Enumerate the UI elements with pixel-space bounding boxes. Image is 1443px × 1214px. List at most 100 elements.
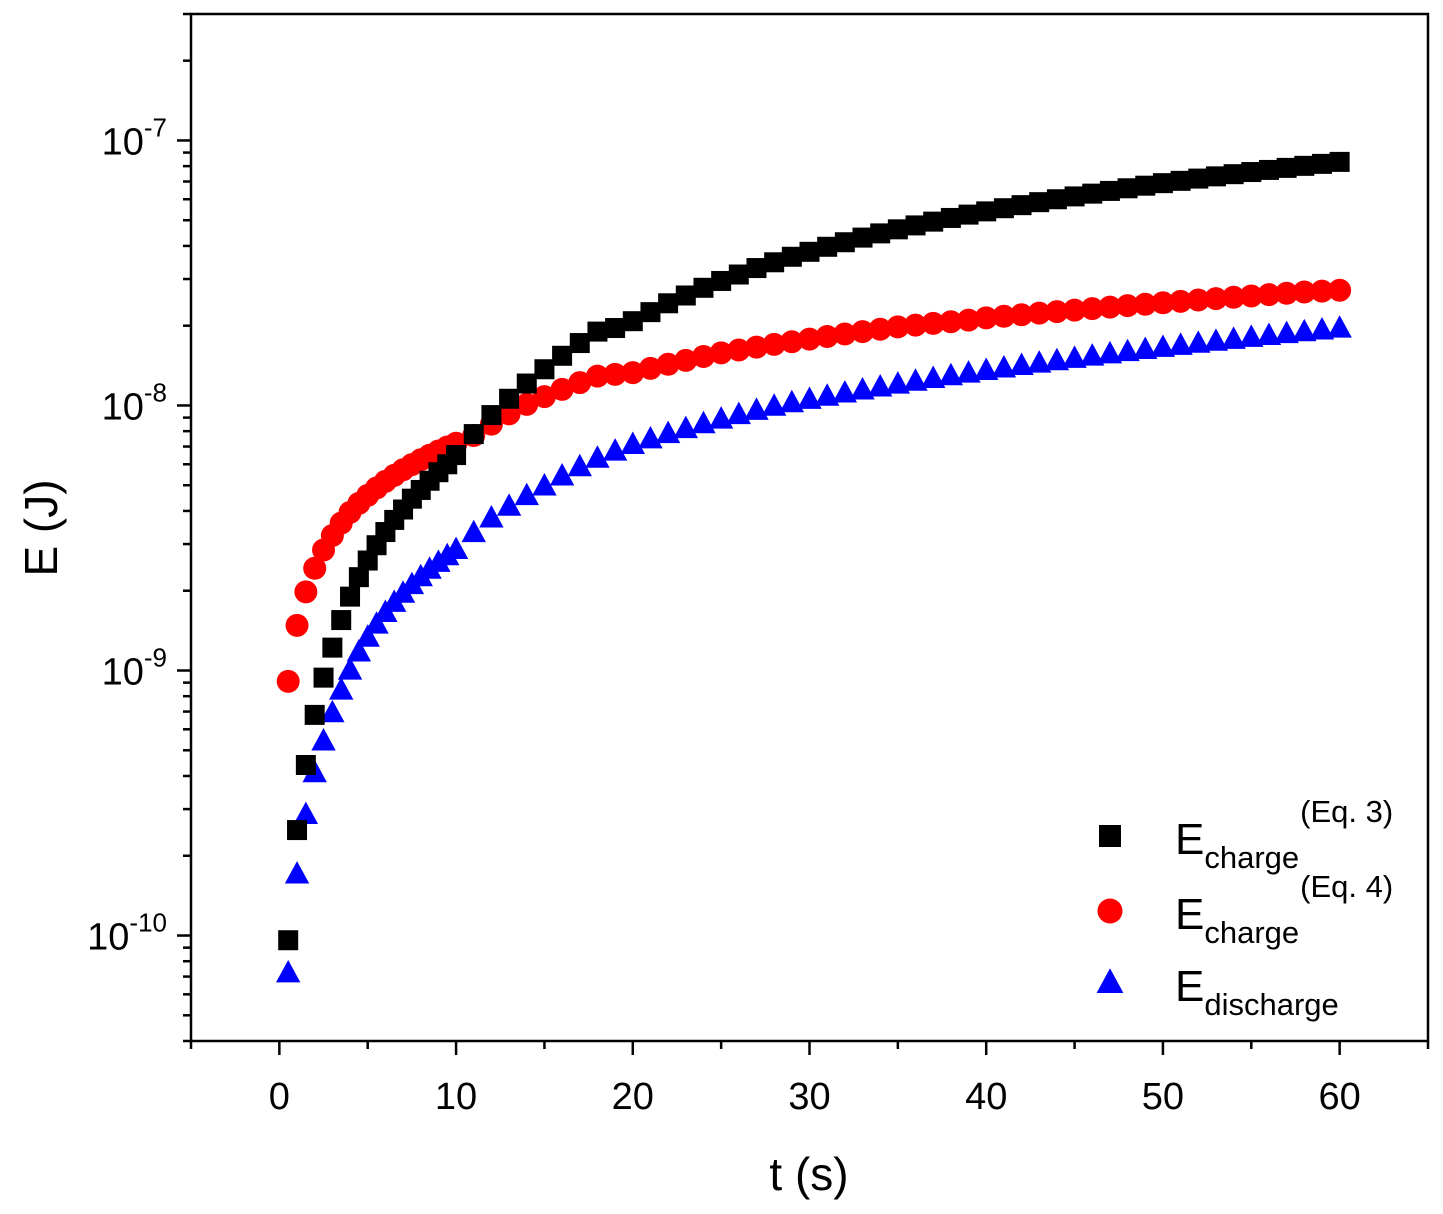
data-point-triangle	[779, 389, 805, 413]
data-point-square	[1188, 168, 1209, 189]
data-point-square	[711, 270, 732, 291]
data-point-square	[887, 219, 908, 240]
data-point-triangle	[1239, 324, 1264, 347]
data-point-square	[834, 232, 855, 253]
data-point-circle	[1151, 291, 1175, 315]
data-point-circle	[1310, 279, 1334, 303]
y-tick-label: 10-10	[87, 908, 167, 959]
data-point-triangle	[1080, 343, 1105, 366]
data-point-square	[481, 405, 502, 426]
data-point-circle	[656, 352, 680, 376]
y-tick-label: 10-9	[102, 643, 167, 694]
data-point-circle	[1328, 278, 1352, 302]
x-tick-label: 50	[1142, 1076, 1184, 1118]
legend-item: Echarge(Eq. 3)	[1099, 794, 1393, 875]
data-point-triangle	[461, 519, 486, 543]
series-circle	[276, 278, 1352, 693]
legend-label: Echarge(Eq. 3)	[1175, 794, 1393, 875]
data-point-circle	[939, 310, 963, 334]
data-point-circle	[780, 330, 804, 354]
data-point-circle	[798, 327, 821, 351]
data-point-square	[781, 246, 802, 267]
data-point-square	[675, 285, 696, 306]
data-point-square	[605, 318, 626, 339]
data-point-circle	[1257, 283, 1281, 307]
data-point-triangle	[443, 536, 469, 560]
data-point-triangle	[1133, 336, 1158, 360]
data-point-circle	[851, 320, 875, 344]
data-point-square	[463, 424, 484, 445]
legend-subscript: discharge	[1204, 987, 1338, 1022]
data-point-triangle	[974, 357, 999, 381]
data-point-triangle	[346, 639, 372, 662]
data-point-triangle	[1168, 332, 1193, 355]
data-point-square	[304, 704, 325, 725]
y-tick-base: 10	[102, 652, 144, 694]
data-point-circle	[1010, 303, 1034, 327]
data-point-circle	[1275, 281, 1299, 305]
data-point-square	[1064, 186, 1085, 207]
data-point-triangle	[1009, 352, 1034, 376]
data-point-triangle	[320, 699, 345, 723]
y-tick-exponent: -9	[144, 643, 167, 673]
data-point-circle	[904, 313, 928, 337]
data-point-triangle	[1221, 326, 1246, 349]
data-point-circle	[1169, 289, 1193, 313]
data-point-triangle	[1097, 340, 1123, 364]
x-tick-label: 20	[612, 1076, 654, 1118]
data-point-triangle	[885, 371, 911, 394]
data-point-circle	[1045, 300, 1069, 324]
data-point-square	[1311, 153, 1332, 174]
y-tick-base: 10	[87, 917, 129, 959]
y-tick-label: 10-8	[102, 377, 167, 428]
y-tick-exponent: -10	[129, 908, 167, 938]
data-point-circle	[532, 385, 556, 409]
data-point-square	[1082, 183, 1103, 204]
y-tick-label: 10-7	[102, 112, 167, 163]
data-point-triangle	[1044, 347, 1070, 371]
data-point-square	[764, 252, 785, 273]
data-point-triangle	[585, 445, 610, 468]
x-tick-label: 40	[965, 1076, 1007, 1118]
data-point-circle	[621, 361, 645, 385]
legend-superscript: (Eq. 4)	[1300, 869, 1393, 904]
data-point-square	[640, 302, 661, 323]
x-tick-label: 60	[1319, 1076, 1361, 1118]
x-tick-label: 0	[269, 1076, 290, 1118]
data-point-square	[313, 667, 334, 688]
data-point-triangle	[479, 504, 504, 528]
data-point-square	[940, 207, 961, 228]
data-point-circle	[868, 317, 892, 341]
data-point-triangle	[744, 397, 769, 420]
legend-subscript: charge	[1204, 840, 1299, 875]
legend-label: Echarge(Eq. 4)	[1175, 869, 1393, 950]
data-point-triangle	[761, 393, 787, 416]
legend-superscript: (Eq. 3)	[1300, 794, 1393, 829]
data-point-triangle	[1186, 330, 1211, 353]
data-point-square	[958, 204, 979, 225]
data-point-circle	[585, 364, 609, 388]
data-point-triangle	[293, 801, 319, 825]
data-point-triangle	[275, 959, 301, 983]
data-point-square	[1099, 825, 1121, 847]
data-point-square	[278, 930, 299, 951]
data-point-square	[870, 223, 891, 244]
data-point-circle	[603, 362, 627, 386]
data-point-square	[658, 293, 679, 314]
data-point-triangle	[991, 355, 1017, 378]
data-point-triangle	[938, 362, 964, 386]
data-point-circle	[1080, 297, 1104, 321]
data-point-square	[322, 637, 343, 658]
y-axis-title: E (J)	[15, 479, 67, 576]
data-points	[275, 151, 1352, 983]
data-point-square	[1152, 173, 1173, 194]
legend-main-text: E	[1175, 815, 1204, 864]
data-point-triangle	[329, 677, 354, 700]
legend: Echarge(Eq. 3)Echarge(Eq. 4) Edischarge	[1096, 794, 1393, 1022]
data-point-triangle	[797, 386, 822, 409]
x-tick-label: 10	[435, 1076, 477, 1118]
data-point-triangle	[355, 624, 380, 647]
data-point-triangle	[726, 401, 752, 425]
